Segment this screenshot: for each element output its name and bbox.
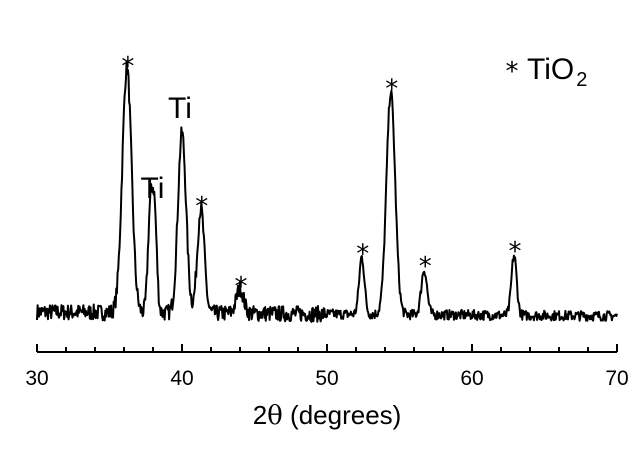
tio2-peak-marker: * <box>509 237 522 267</box>
x-tick-label: 50 <box>315 367 338 390</box>
legend-marker: * <box>506 57 519 87</box>
plot-area <box>36 60 618 323</box>
x-tick-label: 70 <box>605 367 628 390</box>
tio2-peak-marker: * <box>235 272 248 302</box>
x-tick-label: 40 <box>170 367 193 390</box>
legend-label: TiO 2 <box>527 53 587 91</box>
ti-peak-label: Ti <box>141 172 165 205</box>
x-tick-label: 60 <box>460 367 483 390</box>
tio2-peak-marker: * <box>121 52 134 82</box>
tio2-peak-marker: * <box>195 192 208 222</box>
x-tick-label: 30 <box>25 367 48 390</box>
xrd-trace <box>36 60 618 323</box>
tio2-peak-marker: * <box>356 240 369 270</box>
peak-labels: * Ti Ti * * * * * * <box>121 52 521 302</box>
ti-peak-label: Ti <box>168 92 192 125</box>
tio2-peak-marker: * <box>419 252 432 282</box>
x-axis-label: 2θ (degrees) <box>253 400 402 431</box>
tio2-peak-marker: * <box>385 75 398 105</box>
legend: * TiO 2 <box>506 53 588 91</box>
x-axis: 30 40 50 60 70 <box>25 344 629 390</box>
